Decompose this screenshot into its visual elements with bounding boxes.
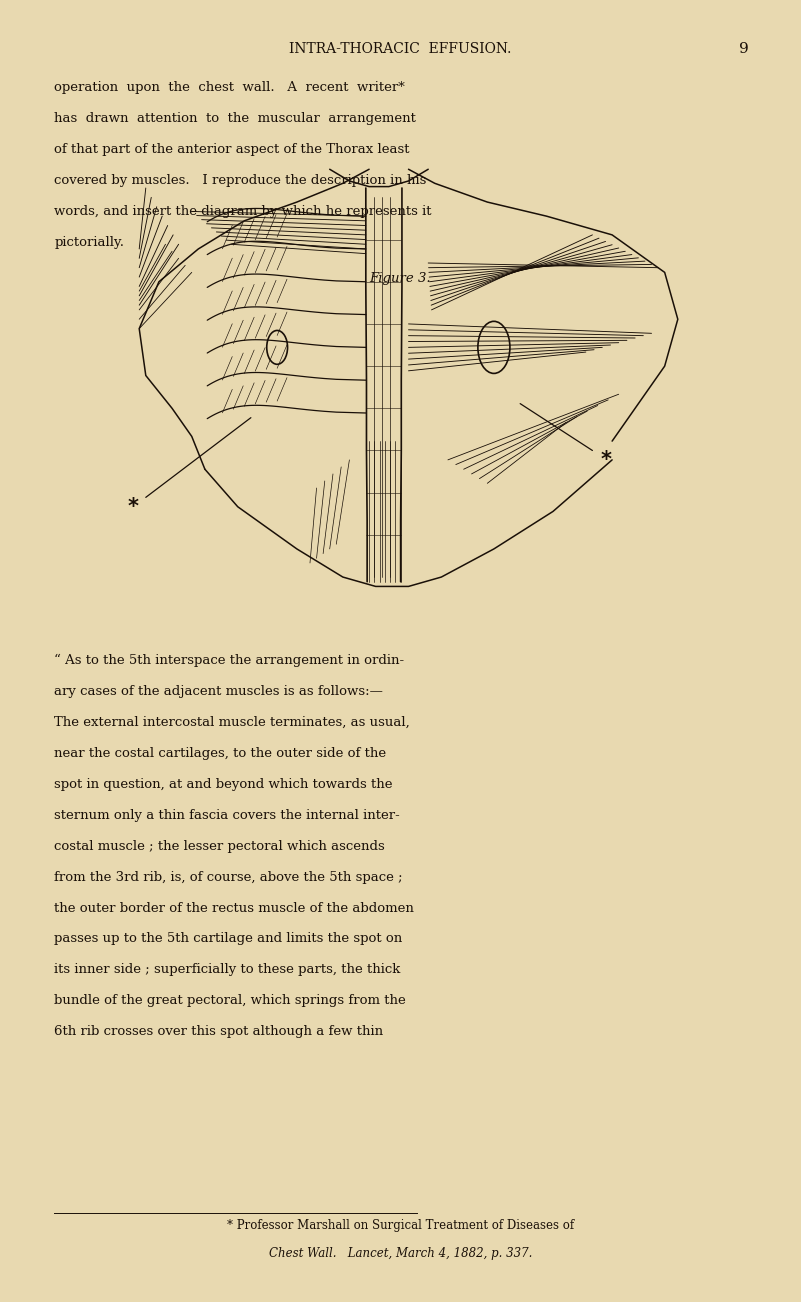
Text: operation  upon  the  chest  wall.   A  recent  writer*: operation upon the chest wall. A recent …	[54, 81, 405, 94]
Text: sternum only a thin fascia covers the internal inter-: sternum only a thin fascia covers the in…	[54, 809, 400, 822]
Text: Figure 3.: Figure 3.	[370, 272, 431, 285]
Text: passes up to the 5th cartilage and limits the spot on: passes up to the 5th cartilage and limit…	[54, 932, 403, 945]
Text: of that part of the anterior aspect of the Thorax least: of that part of the anterior aspect of t…	[54, 143, 410, 156]
Text: 6th rib crosses over this spot although a few thin: 6th rib crosses over this spot although …	[54, 1026, 384, 1039]
Text: *: *	[127, 497, 138, 517]
Text: 9: 9	[739, 42, 749, 56]
Text: bundle of the great pectoral, which springs from the: bundle of the great pectoral, which spri…	[54, 995, 406, 1008]
Text: pictorially.: pictorially.	[54, 236, 124, 249]
Text: spot in question, at and beyond which towards the: spot in question, at and beyond which to…	[54, 777, 393, 790]
Text: covered by muscles.   I reproduce the description in his: covered by muscles. I reproduce the desc…	[54, 173, 427, 186]
Text: INTRA-THORACIC  EFFUSION.: INTRA-THORACIC EFFUSION.	[289, 42, 512, 56]
Text: has  drawn  attention  to  the  muscular  arrangement: has drawn attention to the muscular arra…	[54, 112, 417, 125]
Text: ary cases of the adjacent muscles is as follows:—: ary cases of the adjacent muscles is as …	[54, 685, 384, 698]
Text: words, and insert the diagram by which he represents it: words, and insert the diagram by which h…	[54, 204, 432, 217]
Text: near the costal cartilages, to the outer side of the: near the costal cartilages, to the outer…	[54, 746, 387, 759]
Text: the outer border of the rectus muscle of the abdomen: the outer border of the rectus muscle of…	[54, 901, 414, 914]
Text: from the 3rd rib, is, of course, above the 5th space ;: from the 3rd rib, is, of course, above t…	[54, 871, 403, 884]
Text: The external intercostal muscle terminates, as usual,: The external intercostal muscle terminat…	[54, 716, 410, 729]
Text: its inner side ; superficially to these parts, the thick: its inner side ; superficially to these …	[54, 963, 400, 976]
Text: Chest Wall.   Lancet, March 4, 1882, p. 337.: Chest Wall. Lancet, March 4, 1882, p. 33…	[269, 1247, 532, 1260]
Text: costal muscle ; the lesser pectoral which ascends: costal muscle ; the lesser pectoral whic…	[54, 840, 385, 853]
Text: * Professor Marshall on Surgical Treatment of Diseases of: * Professor Marshall on Surgical Treatme…	[227, 1219, 574, 1232]
Text: “ As to the 5th interspace the arrangement in ordin-: “ As to the 5th interspace the arrangeme…	[54, 654, 405, 667]
Text: *: *	[600, 450, 611, 470]
